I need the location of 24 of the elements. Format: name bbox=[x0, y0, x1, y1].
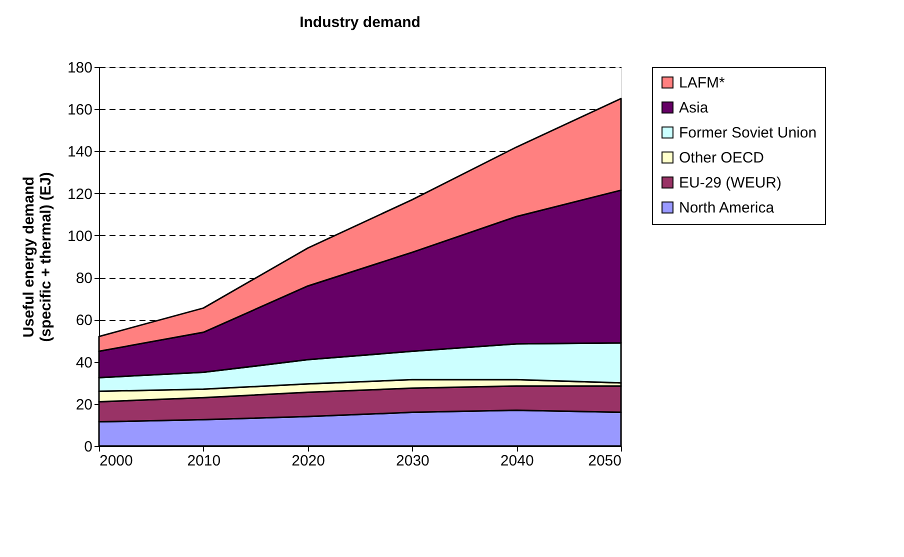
y-tick-label: 120 bbox=[67, 186, 92, 203]
legend-label: Former Soviet Union bbox=[679, 124, 817, 142]
y-tick-label: 40 bbox=[76, 354, 92, 372]
legend-label: Asia bbox=[679, 100, 709, 116]
x-tick-label: 2020 bbox=[292, 452, 325, 470]
legend-label: North America bbox=[679, 200, 775, 216]
y-tick-label: 100 bbox=[67, 228, 92, 245]
legend-label: EU-29 (WEUR) bbox=[679, 174, 782, 192]
x-tick-label: 2050 bbox=[588, 452, 622, 470]
chart-title: Industry demand bbox=[300, 14, 420, 31]
y-tick-label: 80 bbox=[76, 270, 92, 288]
x-tick-label: 2030 bbox=[396, 452, 430, 470]
y-tick-label: 20 bbox=[76, 396, 92, 414]
legend-label: LAFM* bbox=[679, 74, 726, 92]
y-tick-label: 0 bbox=[84, 438, 92, 456]
x-tick-label: 2000 bbox=[100, 452, 133, 470]
x-tick-label: 2010 bbox=[187, 452, 221, 470]
y-axis-title: Useful energy demand (specific + thermal) (EJ) bbox=[20, 172, 54, 342]
y-tick-label: 160 bbox=[67, 102, 92, 119]
y-tick-label: 180 bbox=[67, 60, 92, 76]
y-tick-label: 140 bbox=[67, 144, 92, 161]
x-tick-label: 2040 bbox=[500, 452, 534, 470]
y-tick-label: 60 bbox=[76, 312, 92, 330]
legend-label: Other OECD bbox=[679, 150, 764, 166]
